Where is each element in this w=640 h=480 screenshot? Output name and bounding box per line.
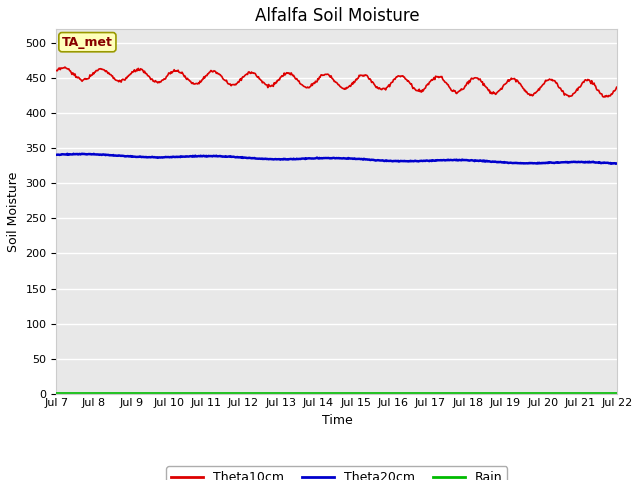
Title: Alfalfa Soil Moisture: Alfalfa Soil Moisture [255, 7, 419, 25]
Text: TA_met: TA_met [62, 36, 113, 48]
Y-axis label: Soil Moisture: Soil Moisture [7, 171, 20, 252]
X-axis label: Time: Time [321, 414, 352, 427]
Legend: Theta10cm, Theta20cm, Rain: Theta10cm, Theta20cm, Rain [166, 467, 508, 480]
